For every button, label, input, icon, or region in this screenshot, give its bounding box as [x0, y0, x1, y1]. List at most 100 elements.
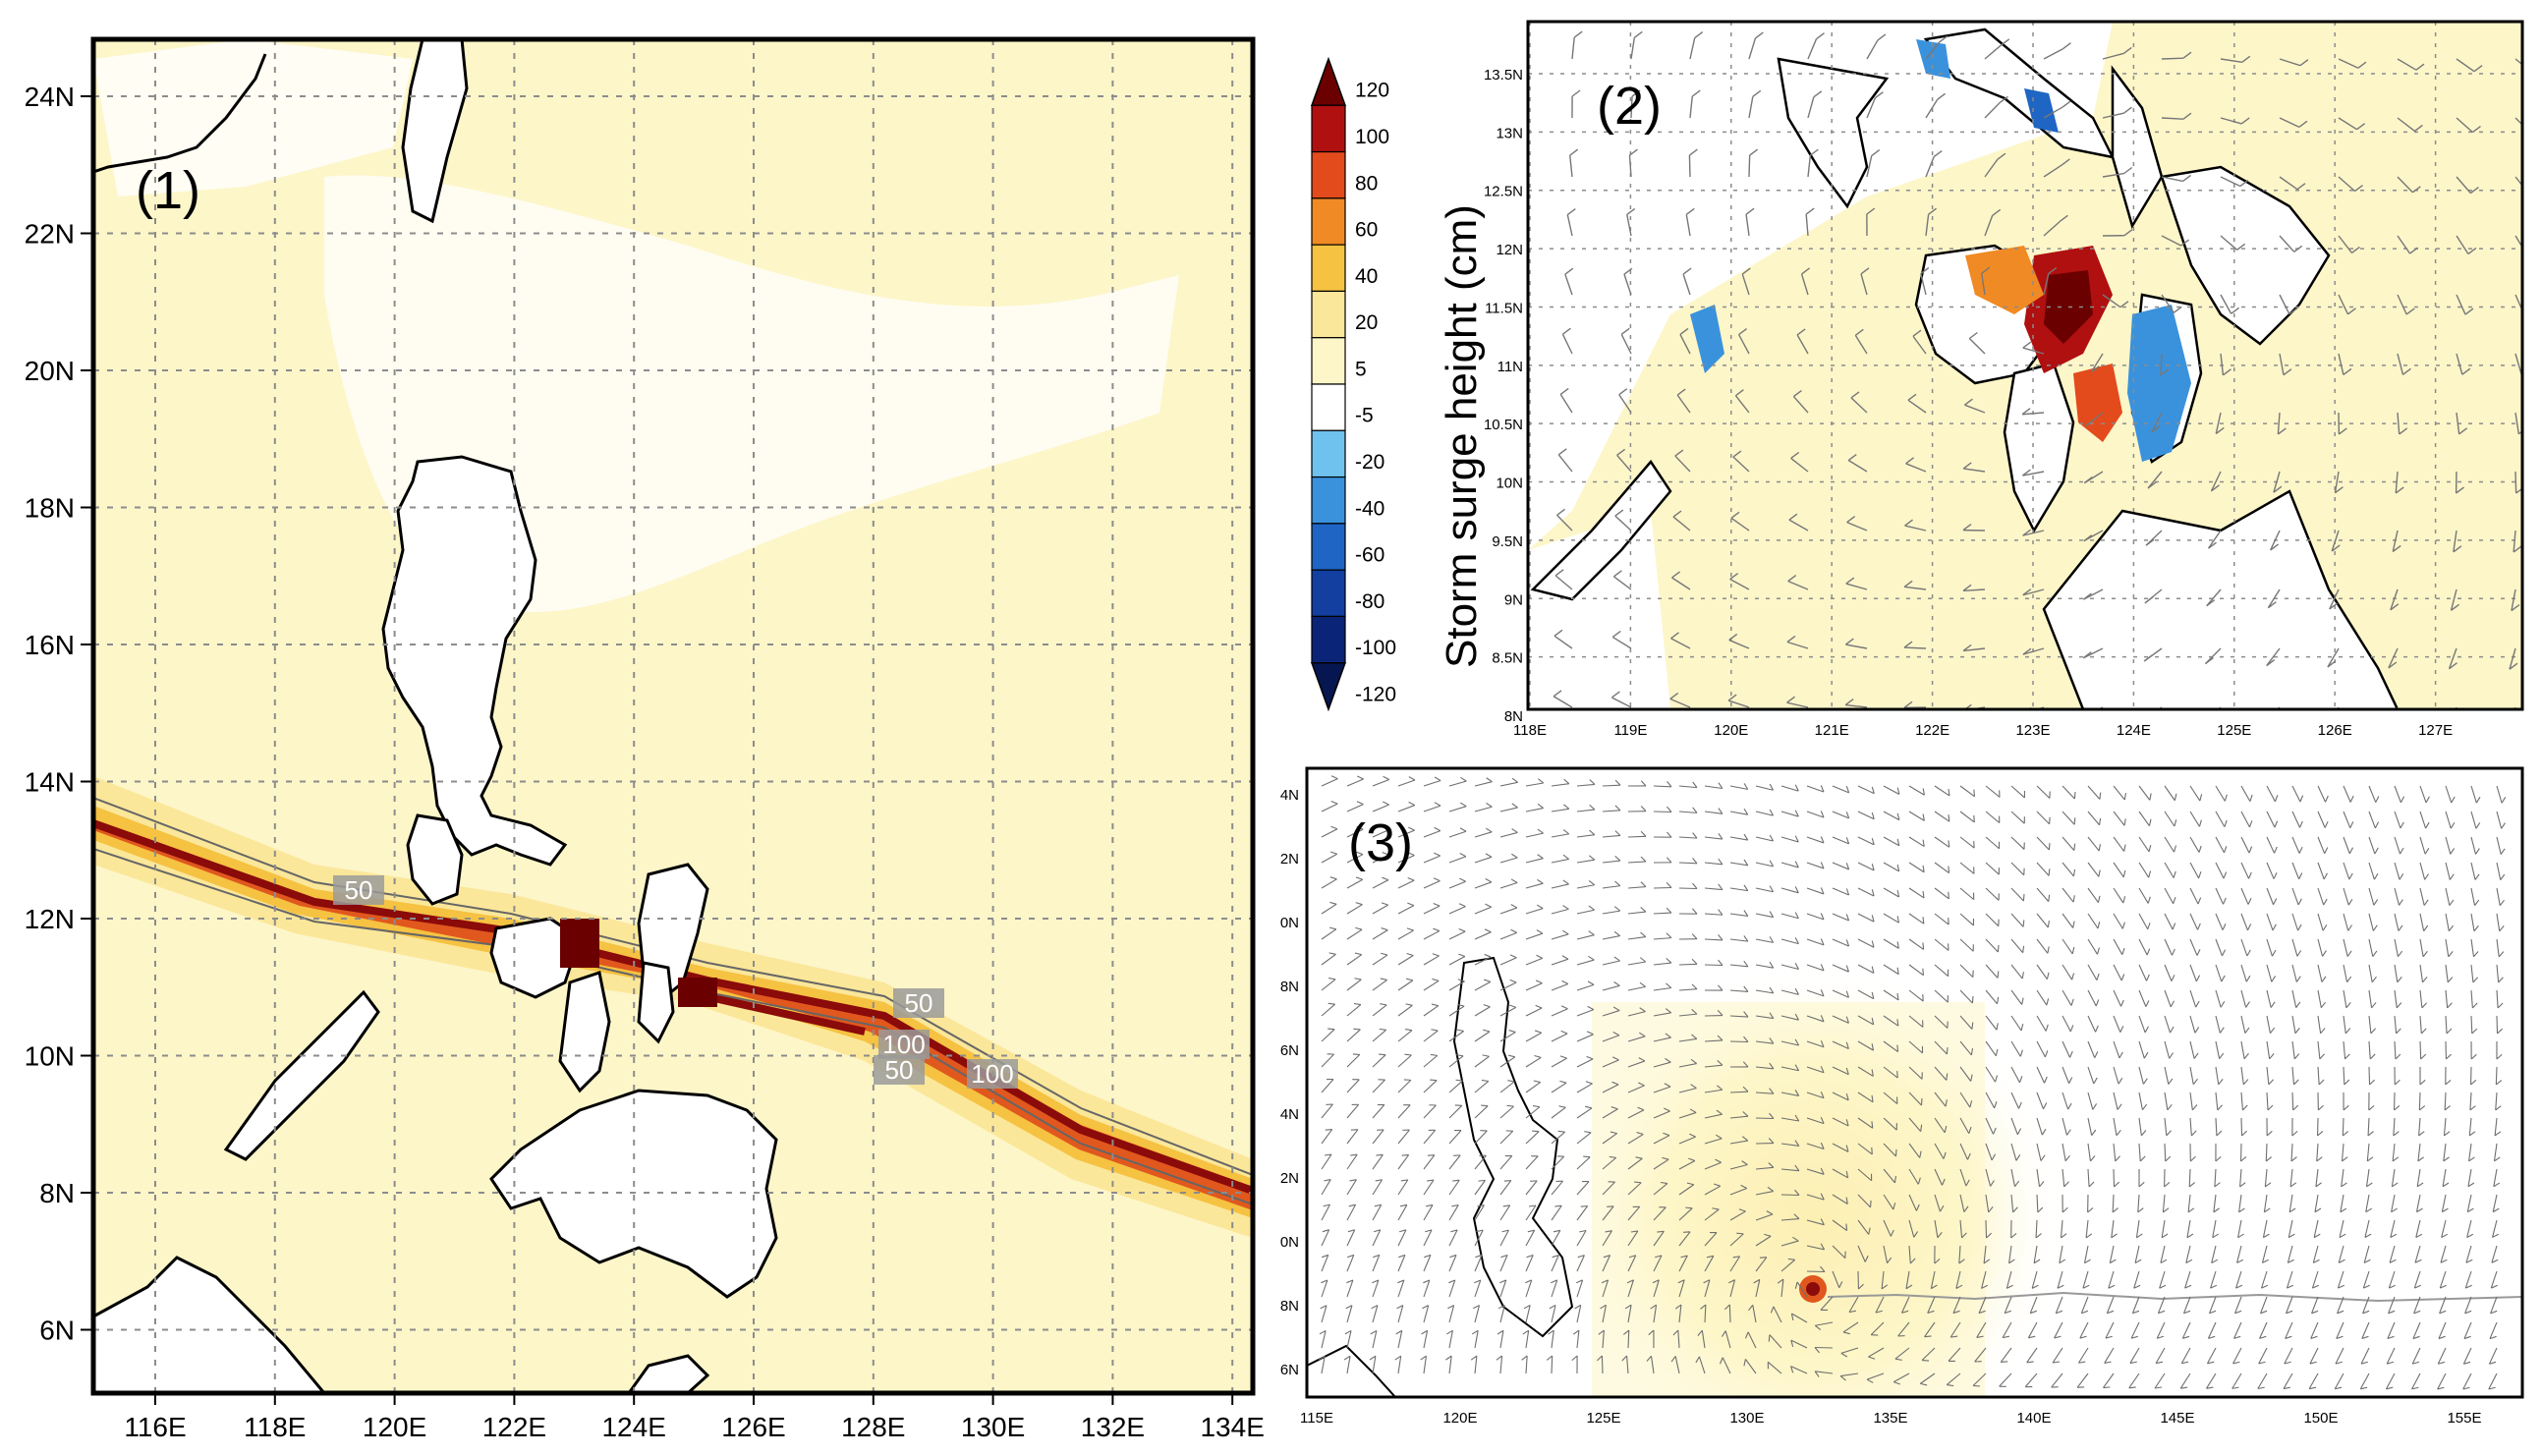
wind-barb [1571, 37, 1575, 60]
wind-barb [1985, 887, 2000, 901]
wind-barb-flag [1794, 1164, 1800, 1172]
wind-barb [2102, 112, 2124, 119]
wind-barb [2291, 989, 2297, 1008]
wind-barb-flag [1871, 812, 1875, 819]
wind-barb-flag [2396, 1002, 2402, 1009]
wind-barb-flag [2057, 1284, 2064, 1289]
wind-barb-flag [2183, 1310, 2191, 1315]
wind-barb [2212, 1219, 2217, 1238]
wind-barb-flag [1844, 698, 1854, 706]
wind-barb [2215, 836, 2226, 854]
wind-barb-flag [2241, 1130, 2247, 1137]
wind-barb-flag [2001, 1361, 2008, 1363]
wind-barb [1985, 811, 2001, 823]
wind-barb-flag [1820, 1040, 1825, 1047]
wind-barb [1474, 1305, 1481, 1323]
wind-barb [1769, 1334, 1782, 1349]
wind-barb [1934, 1040, 1948, 1055]
wind-barb-flag [1588, 880, 1596, 886]
wind-barb [1627, 1182, 1642, 1196]
lat-tick-label: 11.5N [1485, 300, 1523, 316]
wind-barb-flag [2320, 1028, 2326, 1035]
wind-barb-flag [2234, 1310, 2242, 1315]
wind-barb-flag [1850, 391, 1860, 399]
wind-barb [2397, 412, 2401, 434]
wind-barb [1920, 273, 1927, 296]
wind-barb [1924, 1321, 1936, 1337]
wind-barb [1963, 647, 1986, 652]
wind-barb [1448, 1255, 1457, 1272]
wind-barb-flag [1892, 1203, 1896, 1210]
wind-barb [1372, 954, 1388, 966]
wind-barb [1499, 1006, 1517, 1017]
wind-barb-flag [1629, 148, 1638, 156]
wind-barb [2494, 1117, 2498, 1136]
wind-barb-flag [2168, 1078, 2174, 1085]
wind-barb [2414, 1245, 2421, 1263]
wind-barb [2138, 938, 2148, 956]
wind-barb-flag [2092, 1103, 2098, 1110]
wind-barb [1780, 989, 1799, 995]
wind-barb-flag [2412, 1335, 2420, 1340]
wind-barb-flag [1905, 1284, 1913, 1290]
wind-barb-flag [1718, 833, 1723, 840]
wind-barb [1674, 1356, 1680, 1374]
wind-barb [1704, 1232, 1718, 1247]
wind-barb-flag [1535, 1004, 1543, 1009]
wind-barb-flag [2467, 247, 2477, 255]
wind-barb-flag [1996, 1023, 1999, 1031]
wind-barb-flag [2461, 367, 2471, 375]
lon-tick-label: 116E [124, 1412, 186, 1442]
lat-tick-label: 10.5N [1484, 417, 1523, 433]
wind-barb [2087, 785, 2101, 800]
wind-barb-flag [1522, 1329, 1529, 1335]
lat-tick-label: 0N [1280, 915, 1299, 931]
wind-barb-flag [2464, 308, 2474, 315]
island-negros [558, 971, 611, 1093]
wind-barb-flag [1986, 1232, 1992, 1239]
wind-barb-flag [2529, 188, 2537, 194]
wind-barb-flag [1976, 1335, 1984, 1338]
wind-barb [2284, 1347, 2293, 1365]
wind-barb [1729, 938, 1748, 942]
wind-barb-flag [1720, 1357, 1723, 1365]
wind-barb-flag [1794, 1114, 1800, 1122]
wind-barb [1985, 1143, 1993, 1161]
wind-barb-flag [1350, 1153, 1358, 1156]
wind-barb-flag [1478, 1179, 1486, 1182]
wind-barb [2005, 1270, 2012, 1289]
wind-barb [1627, 1279, 1634, 1298]
wind-barb [1847, 459, 1868, 473]
wind-barb [1755, 964, 1774, 969]
wind-barb-flag [1507, 1054, 1515, 1058]
wind-barb [1689, 37, 1696, 60]
wind-barb-flag [1965, 1179, 1970, 1187]
wind-barb [2363, 1245, 2370, 1263]
wind-barb-flag [2418, 1105, 2426, 1111]
wind-barb [2154, 1372, 2166, 1389]
colorbar-level-label: 60 [1355, 219, 1378, 242]
wind-barb [1883, 1040, 1898, 1053]
wind-barb-flag [2001, 38, 2010, 46]
wind-barb [1790, 1366, 1808, 1374]
wind-barb-flag [2062, 42, 2071, 50]
wind-barb-flag [1735, 389, 1744, 397]
wind-barb [1860, 273, 1868, 296]
wind-barb [1985, 1219, 1988, 1239]
wind-barb [1551, 1082, 1567, 1093]
wind-barb [2491, 1245, 2498, 1263]
wind-barb-flag [1534, 1054, 1542, 1058]
wind-barb-flag [2046, 998, 2050, 1006]
wind-barb-flag [2021, 469, 2031, 476]
colorbar-swatch [1311, 337, 1346, 385]
wind-barb-flag [1983, 1259, 1991, 1264]
wind-barb-flag [2446, 1053, 2452, 1060]
wind-barb-flag [2006, 1284, 2013, 1289]
wind-barb-flag [2118, 1051, 2123, 1059]
wind-barb-flag [1424, 1254, 1432, 1259]
wind-barb-flag [2396, 1028, 2401, 1035]
wind-barb-flag [2205, 716, 2213, 722]
wind-barb [1448, 956, 1466, 966]
wind-barb-flag [1561, 955, 1569, 960]
wind-barb-flag [1927, 1310, 1935, 1314]
